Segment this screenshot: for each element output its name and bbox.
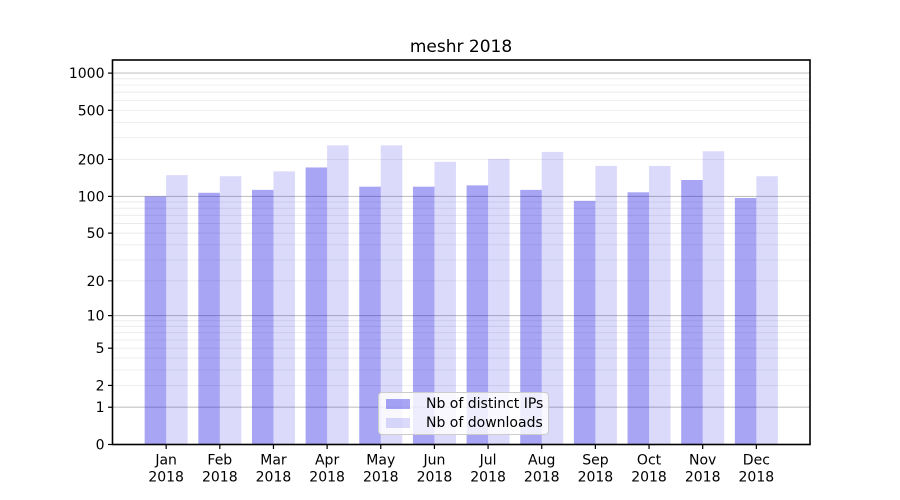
x-tick-label-year: 2018 [524, 470, 560, 486]
y-tick-label: 5 [96, 341, 105, 357]
x-tick-label-year: 2018 [148, 470, 184, 486]
x-tick-label-year: 2018 [363, 470, 399, 486]
chart-title: meshr 2018 [409, 37, 513, 57]
y-tick-label: 2 [96, 378, 105, 394]
y-tick-label: 0 [96, 438, 105, 454]
x-tick-label-month: Aug [528, 453, 555, 469]
bar-distinct-ips-11 [734, 198, 757, 445]
x-tick-label-year: 2018 [309, 470, 345, 486]
bar-downloads-10 [702, 151, 725, 445]
bar-distinct-ips-0 [144, 196, 167, 445]
legend-item-distinct-ips: Nb of distinct IPs [386, 396, 548, 412]
bar-distinct-ips-3 [305, 167, 328, 445]
bar-downloads-6 [488, 158, 510, 445]
x-tick-label-month: Nov [689, 453, 716, 469]
x-tick-label-year: 2018 [417, 470, 453, 486]
bar-downloads-2 [273, 171, 295, 445]
legend-label-downloads: Nb of downloads [426, 415, 543, 431]
bar-downloads-3 [327, 145, 349, 445]
bar-downloads-11 [756, 176, 778, 445]
bar-downloads-4 [380, 145, 403, 445]
bars [144, 145, 778, 445]
x-tick-label-month: Apr [315, 453, 339, 469]
y-tick-label: 10 [87, 309, 105, 325]
bar-distinct-ips-7 [520, 189, 542, 445]
x-tick-label-month: Mar [260, 453, 287, 469]
x-tick-label-year: 2018 [578, 470, 614, 486]
x-axis: Jan2018Feb2018Mar2018Apr2018May2018Jun20… [148, 444, 775, 486]
x-tick-label-month: Jul [479, 453, 497, 469]
bar-distinct-ips-4 [359, 186, 381, 445]
bar-distinct-ips-10 [681, 180, 703, 445]
y-tick-label: 1 [96, 400, 105, 416]
legend-swatch-downloads [386, 418, 410, 428]
x-tick-label-month: Feb [207, 453, 232, 469]
bar-distinct-ips-1 [198, 192, 220, 445]
y-tick-label: 20 [87, 274, 105, 290]
x-tick-label-year: 2018 [202, 470, 238, 486]
bar-distinct-ips-5 [412, 186, 435, 445]
plot-frame [111, 59, 811, 446]
bar-downloads-5 [434, 161, 456, 445]
bar-downloads-0 [166, 175, 188, 445]
bar-downloads-8 [595, 165, 617, 445]
bar-distinct-ips-8 [573, 200, 596, 445]
x-tick-label-year: 2018 [739, 470, 775, 486]
legend: Nb of distinct IPs Nb of downloads [378, 392, 549, 435]
x-tick-label-month: Jun [422, 453, 445, 469]
y-tick-label: 100 [78, 189, 105, 205]
bar-distinct-ips-6 [466, 185, 489, 445]
bar-downloads-1 [219, 176, 242, 445]
x-tick-label-year: 2018 [470, 470, 506, 486]
x-tick-label-month: Sep [582, 453, 609, 469]
legend-swatch-distinct-ips [386, 399, 410, 409]
y-tick-label: 500 [78, 103, 105, 119]
bar-downloads-9 [649, 165, 671, 445]
bar-downloads-7 [541, 151, 564, 445]
bar-distinct-ips-9 [627, 192, 650, 445]
x-tick-label-year: 2018 [631, 470, 667, 486]
x-tick-label-year: 2018 [256, 470, 292, 486]
legend-item-downloads: Nb of downloads [386, 415, 548, 431]
x-tick-label-month: May [366, 453, 395, 469]
y-tick-label: 200 [78, 152, 105, 168]
legend-label-distinct-ips: Nb of distinct IPs [426, 396, 544, 412]
x-tick-label-month: Dec [743, 453, 770, 469]
bar-distinct-ips-2 [251, 189, 274, 445]
y-tick-label: 1000 [69, 66, 105, 82]
x-tick-label-year: 2018 [685, 470, 721, 486]
x-tick-label-month: Jan [154, 453, 177, 469]
y-tick-label: 50 [87, 226, 105, 242]
x-tick-label-month: Oct [637, 453, 662, 469]
